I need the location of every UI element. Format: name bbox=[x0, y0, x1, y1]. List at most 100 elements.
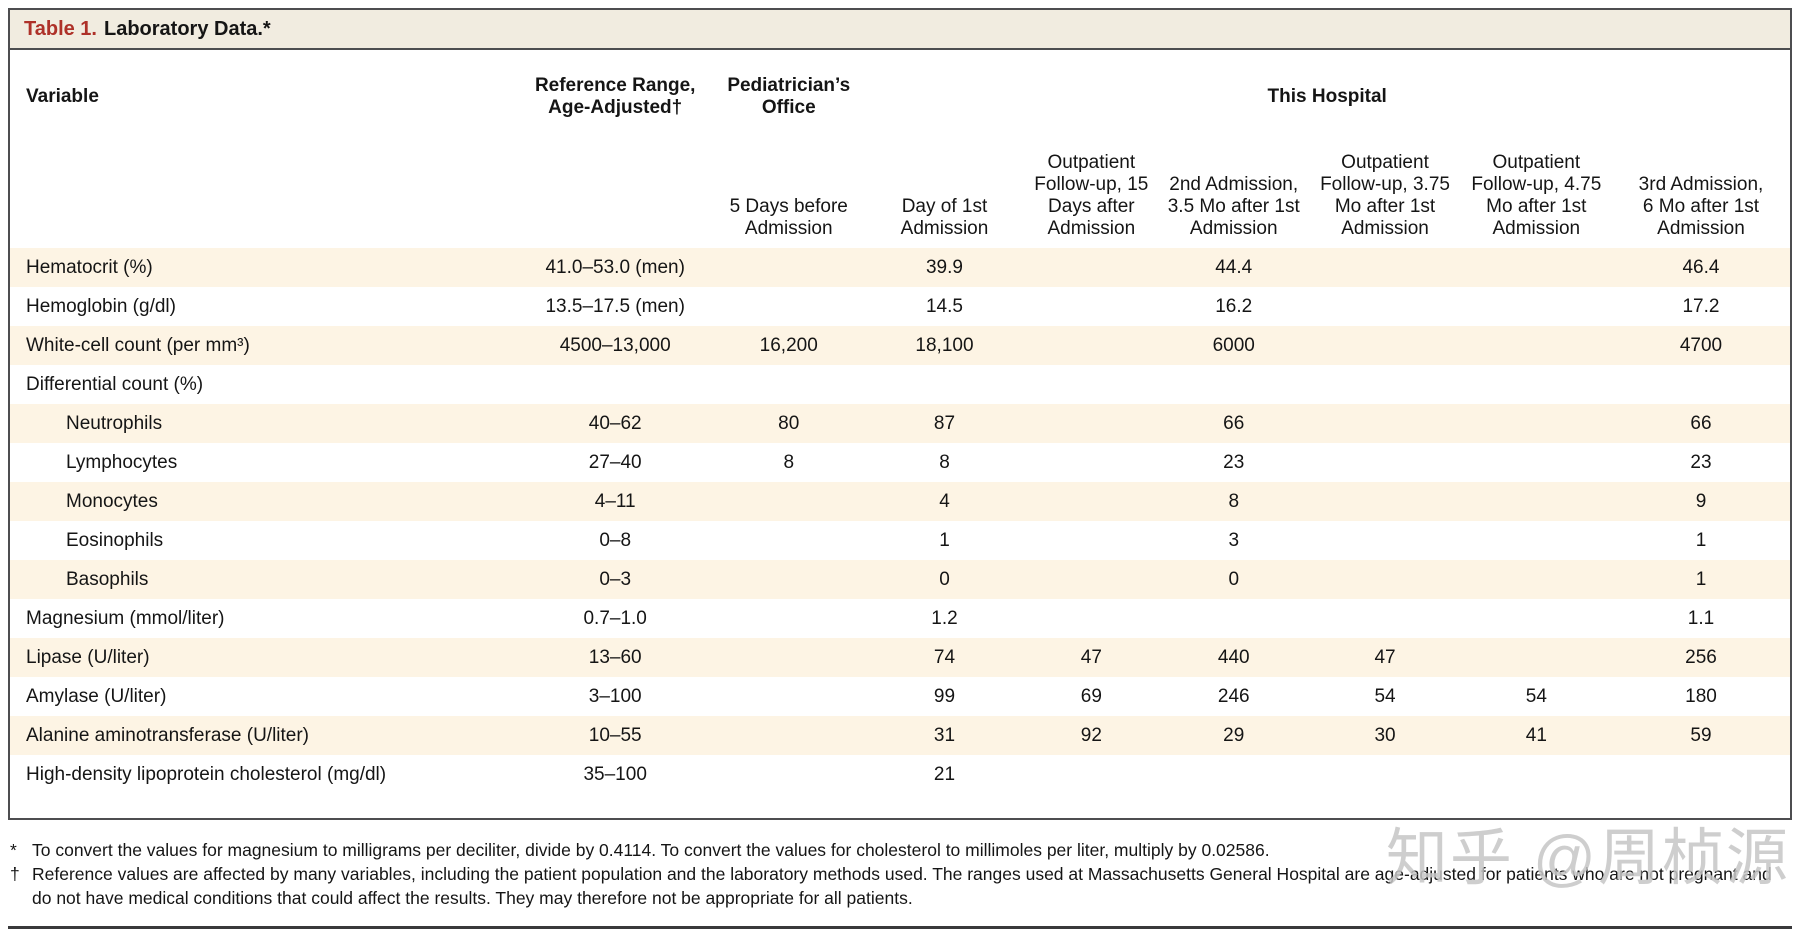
table-cell: 69 bbox=[1080, 685, 1102, 707]
table-cell bbox=[1461, 365, 1612, 404]
table-row: Neutrophils 40–62 80 87 66 66 bbox=[10, 404, 1790, 443]
table-cell bbox=[1309, 248, 1460, 287]
laboratory-data-table: Table 1. Laboratory Data.* Variable Refe… bbox=[8, 8, 1792, 820]
table-cell: 180 bbox=[1685, 685, 1717, 707]
table-cell: 87 bbox=[933, 412, 956, 434]
table-cell bbox=[1461, 443, 1612, 482]
table-body: Hematocrit (%) 41.0–53.0 (men) 39.9 44.4 46.… bbox=[10, 248, 1790, 794]
header-row-sub: 5 Days before Admission Day of 1st Admis… bbox=[10, 144, 1790, 248]
table-cell: 44.4 bbox=[1215, 256, 1253, 278]
table-cell bbox=[1025, 599, 1159, 638]
table-cell bbox=[713, 638, 864, 677]
table-title-bar: Table 1. Laboratory Data.* bbox=[10, 10, 1790, 50]
footnote-text: To convert the values for magnesium to m… bbox=[32, 840, 1270, 860]
table-cell bbox=[713, 521, 864, 560]
table-cell bbox=[1158, 365, 1309, 404]
table-cell: 9 bbox=[1695, 490, 1707, 512]
table-cell bbox=[1309, 365, 1460, 404]
table-cell: 13–60 bbox=[588, 646, 642, 668]
table-cell: 16,200 bbox=[759, 334, 818, 356]
table-cell bbox=[1309, 755, 1460, 794]
table-row: White-cell count (per mm³) 4500–13,000 16,… bbox=[10, 326, 1790, 365]
table-row: Alanine aminotransferase (U/liter) 10–55 3… bbox=[10, 716, 1790, 755]
row-label: Monocytes bbox=[66, 490, 158, 512]
table-cell: 23 bbox=[1223, 451, 1245, 473]
table-cell: 8 bbox=[783, 451, 795, 473]
data-table: Variable Reference Range, Age-Adjusted† … bbox=[10, 50, 1790, 794]
table-cell bbox=[713, 755, 864, 794]
table-cell: 256 bbox=[1685, 646, 1717, 668]
table-cell: 29 bbox=[1223, 724, 1245, 746]
table-cell: 99 bbox=[933, 685, 956, 707]
table-cell bbox=[1025, 482, 1159, 521]
table-cell bbox=[713, 248, 864, 287]
table-cell: 27–40 bbox=[588, 451, 642, 473]
table-number: Table 1. bbox=[24, 17, 97, 40]
table-cell bbox=[1461, 599, 1612, 638]
table-cell bbox=[1158, 755, 1309, 794]
table-cell bbox=[1461, 287, 1612, 326]
table-cell bbox=[1461, 248, 1612, 287]
table-cell: 16.2 bbox=[1215, 295, 1253, 317]
table-cell: 1 bbox=[1695, 529, 1707, 551]
table-cell: 74 bbox=[933, 646, 956, 668]
table-cell bbox=[1025, 560, 1159, 599]
table-cell: 21 bbox=[933, 763, 956, 785]
table-cell: 8 bbox=[939, 451, 950, 473]
table-row: Hemoglobin (g/dl) 13.5–17.5 (men) 14.5 16.2… bbox=[10, 287, 1790, 326]
empty-header-cell bbox=[10, 144, 517, 248]
table-cell: 1 bbox=[1695, 568, 1707, 590]
table-cell: 1.1 bbox=[1687, 607, 1715, 629]
table-cell bbox=[864, 365, 1024, 404]
table-cell bbox=[1309, 482, 1460, 521]
table-row: Monocytes 4–11 4 8 9 bbox=[10, 482, 1790, 521]
table-cell bbox=[1025, 521, 1159, 560]
table-cell bbox=[1612, 365, 1790, 404]
table-cell bbox=[1309, 287, 1460, 326]
row-label: Lipase (U/liter) bbox=[26, 646, 150, 668]
table-cell: 66 bbox=[1223, 412, 1245, 434]
column-subheader-followup-3-75-mo: Outpatient Follow-up, 3.75 Mo after 1st … bbox=[1320, 152, 1450, 239]
table-cell bbox=[713, 365, 864, 404]
table-cell bbox=[1612, 755, 1790, 794]
column-header-reference-range: Reference Range, Age-Adjusted† bbox=[534, 75, 696, 118]
table-cell: 1 bbox=[939, 529, 950, 551]
table-cell: 1.2 bbox=[931, 607, 958, 629]
table-cell bbox=[1025, 287, 1159, 326]
table-cell bbox=[1309, 326, 1460, 365]
table-cell bbox=[713, 677, 864, 716]
footnotes: * To convert the values for magnesium to … bbox=[10, 838, 1792, 910]
table-cell bbox=[713, 287, 864, 326]
table-cell bbox=[713, 560, 864, 599]
column-subheader-2nd-admission: 2nd Admission, 3.5 Mo after 1st Admissio… bbox=[1167, 174, 1300, 239]
row-label: Neutrophils bbox=[66, 412, 163, 434]
row-label: Basophils bbox=[66, 568, 149, 590]
table-bottom-spacer bbox=[10, 794, 1790, 818]
row-label: Alanine aminotransferase (U/liter) bbox=[26, 724, 310, 746]
column-subheader-followup-4-75-mo: Outpatient Follow-up, 4.75 Mo after 1st … bbox=[1471, 152, 1602, 239]
table-row: Magnesium (mmol/liter) 0.7–1.0 1.2 1.1 bbox=[10, 599, 1790, 638]
table-cell bbox=[1461, 326, 1612, 365]
table-cell: 35–100 bbox=[583, 763, 647, 785]
table-cell: 3 bbox=[1228, 529, 1240, 551]
table-cell: 4–11 bbox=[594, 490, 636, 512]
header-row-main: Variable Reference Range, Age-Adjusted† … bbox=[10, 50, 1790, 144]
column-subheader-followup-15-days: Outpatient Follow-up, 15 Days after Admi… bbox=[1034, 152, 1149, 239]
table-cell bbox=[1461, 404, 1612, 443]
bottom-rule bbox=[8, 926, 1792, 929]
table-row: Hematocrit (%) 41.0–53.0 (men) 39.9 44.4 46.… bbox=[10, 248, 1790, 287]
table-cell: 14.5 bbox=[925, 295, 963, 317]
table-cell bbox=[1309, 599, 1460, 638]
table-cell bbox=[1461, 482, 1612, 521]
table-row: Basophils 0–3 0 0 1 bbox=[10, 560, 1790, 599]
table-cell: 4 bbox=[939, 490, 950, 512]
row-label: White-cell count (per mm³) bbox=[26, 334, 250, 356]
table-cell: 31 bbox=[933, 724, 956, 746]
column-subheader-5-days-before: 5 Days before Admission bbox=[729, 196, 848, 239]
table-cell: 0–8 bbox=[599, 529, 632, 551]
table-cell bbox=[1158, 599, 1309, 638]
row-label: Magnesium (mmol/liter) bbox=[26, 607, 225, 629]
table-cell bbox=[713, 716, 864, 755]
table-cell: 46.4 bbox=[1682, 256, 1720, 278]
table-cell bbox=[1025, 248, 1159, 287]
